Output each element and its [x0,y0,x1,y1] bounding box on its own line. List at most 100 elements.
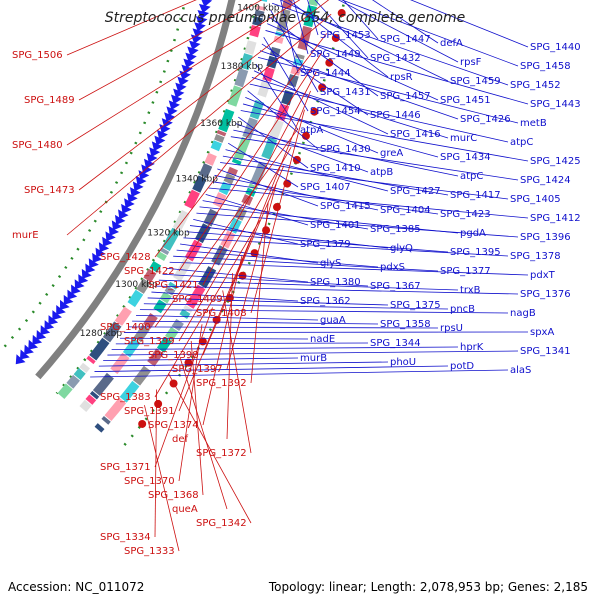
feature-segment [159,291,172,304]
leader-line-blue [247,90,319,150]
leader-line-blue [124,331,529,333]
leader-line-red [226,183,277,370]
strand-arrow [111,220,123,231]
leader-line-blue [119,337,309,340]
tick-label: 1360 kbp [200,119,243,129]
leader-line-blue [169,261,529,276]
gene-label-reverse: SPG_1370 [124,476,175,487]
gene-label-forward: atpB [370,167,393,178]
feature-segment [192,175,207,193]
gene-label-forward: SPG_1459 [450,76,501,87]
gene-label-forward: SPG_1443 [530,99,581,110]
gene-label-reverse: SPG_1371 [100,462,151,473]
strand-arrow [60,299,70,310]
gene-label-forward: SPG_1417 [450,190,501,201]
leader-line-red [154,128,299,328]
strand-arrow [199,3,211,14]
leader-line-red [202,71,317,286]
feature-segment [210,140,223,152]
gene-label-forward: SPG_1375 [390,300,441,311]
leader-line-red [250,109,305,314]
leader-line-blue [249,83,509,143]
feature-segment [266,55,279,69]
strand-arrow [135,175,147,186]
feature-segment [104,397,127,422]
leader-line-blue [220,162,509,200]
feature-segment [143,268,157,283]
gene-label-forward: SPG_1380 [310,277,361,288]
feature-segment [273,35,284,44]
gene-label-forward: pgdA [460,228,486,239]
gene-label-reverse: SPG_1400 [100,322,151,333]
leader-line-blue [196,212,519,238]
feature-segment [261,137,278,160]
tick-label: 1320 kbp [147,228,190,238]
strand-arrow [168,100,180,111]
strand-arrow [85,263,96,274]
gene-label-forward: SPG_1385 [370,224,421,235]
strand-arrow [44,320,55,331]
feature-segment [227,85,243,107]
gene-label-reverse: SPG_1399 [124,336,175,347]
gene-label-forward: SPG_1440 [530,42,581,53]
feature-segment [269,119,284,140]
dotted-guide-ring [3,0,187,349]
leader-line-red [202,255,243,426]
strand-arrow [95,247,106,258]
leader-line-blue [245,96,379,154]
gene-label-forward: SPG_1426 [460,114,511,125]
strand-arrow [121,203,132,214]
gene-label-forward: SPG_1452 [510,80,561,91]
gene-label-forward: SPG_1434 [440,152,491,163]
strand-arrow [166,106,178,116]
strand-arrow [15,354,26,365]
feature-segment [147,348,164,367]
strand-arrow [154,135,166,146]
strand-arrow [108,225,120,236]
gene-label-forward: pdxT [530,270,556,281]
gene-label-forward: murC [450,133,477,144]
feature-segment [183,304,193,313]
leader-line-blue [98,361,389,367]
leader-line-blue [136,314,319,321]
leader-line-blue [251,77,449,139]
gene-label-forward: SPG_1446 [370,110,421,121]
leader-line-red [154,307,213,468]
feature-segment [203,208,219,227]
leader-line-red [78,0,330,191]
feature-segment [114,306,132,326]
leader-line-blue [337,0,459,63]
gene-label-forward: nadE [310,334,335,345]
leader-line-red [250,202,269,384]
leader-line-red [226,90,311,300]
gene-label-forward: rpsR [390,72,413,83]
gene-label-reverse: SPG_1372 [196,448,247,459]
gene-label-forward: SPG_1396 [520,232,571,243]
feature-segment [248,183,259,191]
gene-label-forward: SPG_1415 [320,201,371,212]
leader-line-red [190,340,204,496]
strand-arrow [92,252,103,263]
feature-segment [89,337,110,361]
leader-line-blue [267,23,439,101]
topology-text: Topology: linear; Length: 2,078,953 bp; … [268,580,588,594]
gene-label-reverse: SPG_1506 [12,50,63,61]
gene-label-forward: SPG_1367 [370,281,421,292]
tick-label: 1280 kbp [80,329,123,339]
leader-line-blue [265,30,529,105]
leader-line-blue [230,136,519,181]
gene-label-reverse: SPG_1383 [100,392,151,403]
gene-label-forward: greA [380,148,403,159]
strand-arrow [151,141,163,152]
tick-label: 1380 kbp [221,62,264,72]
feature-segment [198,163,213,179]
gene-label-reverse: queA [172,504,198,515]
leader-line-red [178,146,292,342]
feature-segment [110,352,130,375]
gene-label-forward: glyQ [390,243,413,254]
label-leader-lines [66,0,529,552]
strand-arrow [88,258,99,269]
leader-line-blue [132,320,379,325]
feature-segment [89,390,100,400]
feature-segment [79,399,92,412]
